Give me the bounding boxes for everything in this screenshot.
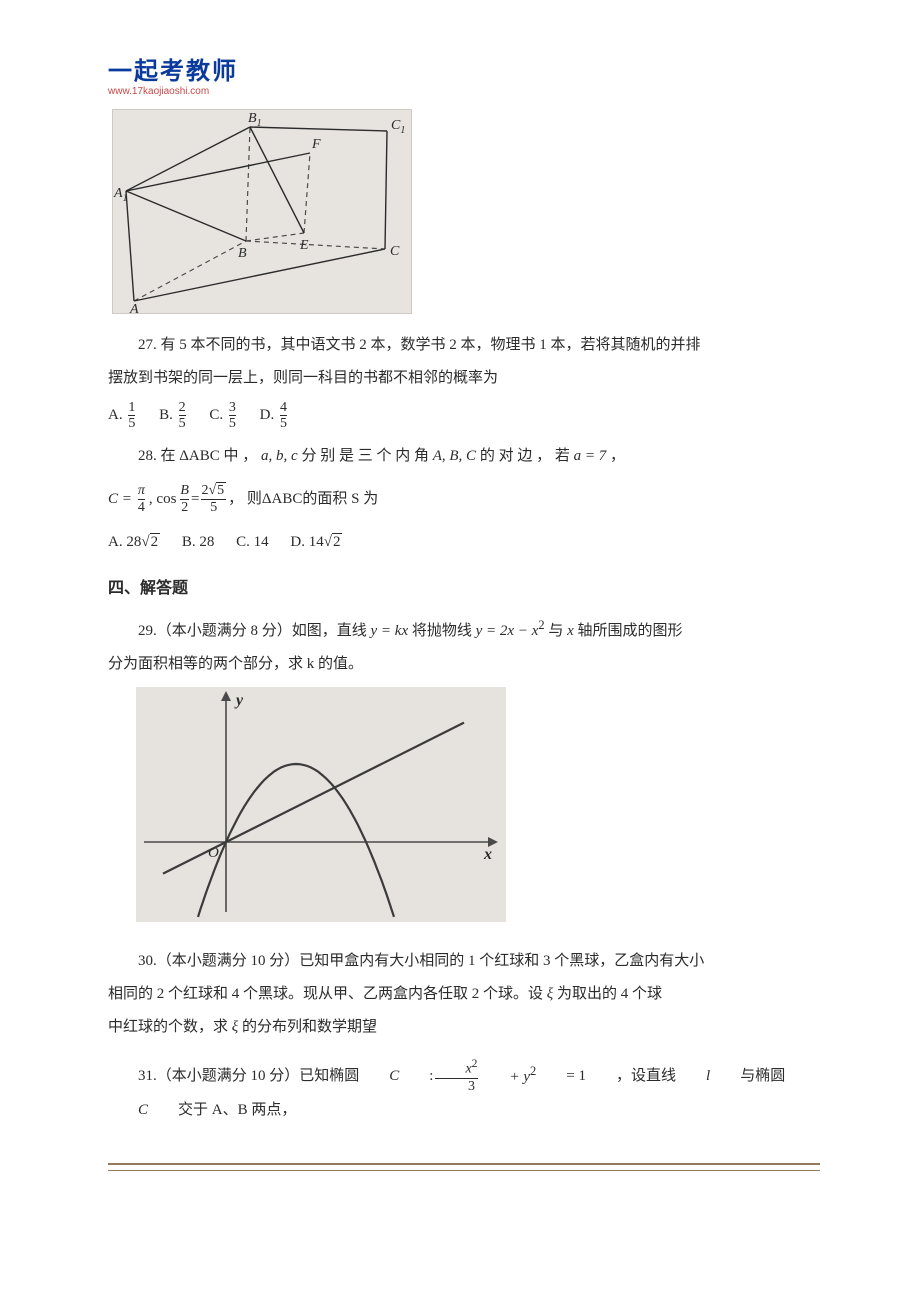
q28-line2: C = π4 , cos B2 = 2√5 5 ， 则 ΔABC 的面积 S 为: [108, 483, 820, 516]
q28-option: A. 28√2: [108, 526, 160, 559]
q28-options: A. 28√2 B. 28 C. 14 D. 14√2: [108, 526, 820, 559]
origin-label: O: [208, 845, 219, 861]
q30-line2: 相同的 2 个红球和 4 个黑球。现从甲、乙两盒内各任取 2 个球。设 ξ 为取…: [108, 978, 820, 1011]
q27-option: A. 15: [108, 399, 137, 432]
svg-text:F: F: [311, 137, 321, 152]
q31-line: 31.（本小题满分 10 分）已知椭圆 C : x23 + y2 = 1 ，设直…: [108, 1058, 820, 1127]
q27-line1: 27. 有 5 本不同的书，其中语文书 2 本，数学书 2 本，物理书 1 本，…: [108, 329, 820, 362]
q29-line1: 29.（本小题满分 8 分）如图，直线 y = kx 将抛物线 y = 2x −…: [108, 612, 820, 648]
figure-prism: A B C A1 B1 C1 E F: [112, 109, 820, 319]
x-axis-label: x: [483, 846, 492, 863]
q30-line1: 30.（本小题满分 10 分）已知甲盒内有大小相同的 1 个红球和 3 个黑球，…: [108, 945, 820, 978]
svg-text:A: A: [129, 302, 139, 314]
q28-option: B. 28: [182, 526, 215, 559]
q27-option: D. 45: [260, 399, 289, 432]
q28-option: C. 14: [236, 526, 269, 559]
q28-option: D. 14√2: [290, 526, 342, 559]
svg-text:C: C: [390, 244, 400, 259]
svg-text:B: B: [238, 246, 247, 261]
logo-url: www.17kaojiaoshi.com: [108, 86, 820, 97]
q30-line3: 中红球的个数，求 ξ 的分布列和数学期望: [108, 1011, 820, 1044]
q29-line2: 分为面积相等的两个部分，求 k 的值。: [108, 648, 820, 681]
q28-line1: 28. 在 ΔABC 中 ， a, b, c 分 别 是 三 个 内 角 A, …: [108, 440, 820, 473]
q27-option: B. 25: [159, 399, 188, 432]
svg-text:E: E: [299, 238, 309, 253]
q27-line2: 摆放到书架的同一层上，则同一科目的书都不相邻的概率为: [108, 362, 820, 395]
q27-option: C. 35: [209, 399, 238, 432]
site-logo: 一起考教师 www.17kaojiaoshi.com: [108, 60, 820, 97]
y-axis-label: y: [234, 692, 244, 709]
section-4-title: 四、解答题: [108, 571, 820, 606]
q27-options: A. 15 B. 25 C. 35 D. 45: [108, 399, 820, 432]
footer-rule: [108, 1163, 820, 1171]
figure-q29-graph: O x y: [136, 687, 820, 935]
logo-text: 一起考教师: [108, 60, 820, 84]
